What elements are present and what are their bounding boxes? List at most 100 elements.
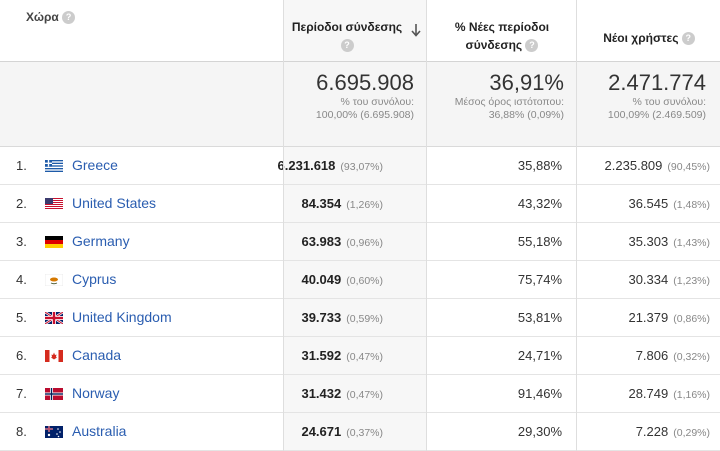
- summary-row: 6.695.908 % του συνόλου: 100,00% (6.695.…: [0, 62, 720, 147]
- sessions-percent: (0,47%): [346, 351, 383, 363]
- header-new-sessions-label-1: % Νέες περίοδοι: [454, 20, 550, 34]
- country-link[interactable]: Greece: [72, 157, 118, 173]
- sessions-percent: (1,26%): [346, 199, 383, 211]
- new-users-value: 7.228: [635, 424, 669, 439]
- flag-cyprus-icon: [45, 274, 63, 286]
- header-new-sessions-label-2: σύνδεσης: [465, 38, 523, 52]
- sessions-cell: 6.231.618 (93,07%): [278, 158, 383, 173]
- flag-united-kingdom-icon: [45, 312, 63, 324]
- new-users-percent: (0,29%): [673, 427, 710, 439]
- new-users-percent: (0,32%): [673, 351, 710, 363]
- table-row: 4. Cyprus 40.049 (0,60%) 75,74% 30.334 (1,…: [0, 261, 720, 299]
- summary-new-sessions-value: 36,91%: [489, 70, 564, 95]
- sessions-percent: (93,07%): [340, 161, 383, 173]
- flag-australia-icon: [45, 426, 63, 438]
- header-country[interactable]: Χώρα ?: [26, 10, 76, 25]
- sessions-value: 84.354: [301, 196, 342, 211]
- flag-germany-icon: [45, 236, 63, 248]
- new-users-percent: (1,16%): [673, 389, 710, 401]
- header-new-sessions[interactable]: % Νέες περίοδοι σύνδεσης ?: [429, 18, 575, 54]
- country-link[interactable]: Cyprus: [72, 271, 117, 287]
- help-icon[interactable]: ?: [681, 32, 695, 46]
- column-divider: [576, 0, 577, 451]
- summary-new-users-value: 2.471.774: [608, 70, 706, 95]
- table-header: Χώρα ? Περίοδοι σύνδεσης ? % Νέες περίοδ…: [0, 0, 720, 62]
- sessions-cell: 40.049 (0,60%): [301, 272, 383, 287]
- flag-greece-icon: [45, 160, 63, 172]
- row-index: 4.: [16, 272, 27, 287]
- sessions-percent: (0,37%): [346, 427, 383, 439]
- help-icon[interactable]: ?: [62, 11, 76, 25]
- help-icon[interactable]: ?: [340, 39, 354, 53]
- country-link[interactable]: United States: [72, 195, 157, 211]
- row-index: 8.: [16, 424, 27, 439]
- new-users-cell: 2.235.809 (90,45%): [605, 158, 710, 173]
- sessions-value: 24.671: [301, 424, 342, 439]
- row-index: 6.: [16, 348, 27, 363]
- new-users-percent: (90,45%): [667, 161, 710, 173]
- row-index: 3.: [16, 234, 27, 249]
- new-users-cell: 30.334 (1,23%): [628, 272, 710, 287]
- new-users-percent: (1,48%): [673, 199, 710, 211]
- country-link[interactable]: Australia: [72, 423, 127, 439]
- new-users-value: 2.235.809: [604, 158, 663, 173]
- sessions-percent: (0,60%): [346, 275, 383, 287]
- flag-canada-icon: [45, 350, 63, 362]
- table-row: 3. Germany 63.983 (0,96%) 55,18% 35.303 (1…: [0, 223, 720, 261]
- summary-sessions-value: 6.695.908: [316, 70, 414, 95]
- new-sessions-cell: 55,18%: [517, 234, 562, 249]
- new-users-value: 36.545: [628, 196, 669, 211]
- summary-new-users: 2.471.774 % του συνόλου: 100,09% (2.469.…: [608, 70, 706, 122]
- summary-new-sessions: 36,91% Μέσος όρος ιστότοπου: 36,88% (0,0…: [455, 70, 564, 122]
- header-new-users[interactable]: Νέοι χρήστες ?: [578, 29, 720, 47]
- row-index: 5.: [16, 310, 27, 325]
- sessions-percent: (0,47%): [346, 389, 383, 401]
- new-sessions-cell: 53,81%: [517, 310, 562, 325]
- new-users-cell: 28.749 (1,16%): [628, 386, 710, 401]
- new-sessions-cell: 24,71%: [517, 348, 562, 363]
- summary-new-users-line1: % του συνόλου:: [632, 96, 706, 108]
- country-link[interactable]: Canada: [72, 347, 122, 363]
- new-users-cell: 21.379 (0,86%): [628, 310, 710, 325]
- country-link[interactable]: Norway: [72, 385, 120, 401]
- new-users-value: 28.749: [628, 386, 669, 401]
- header-sessions[interactable]: Περίοδοι σύνδεσης ?: [287, 18, 407, 54]
- summary-sessions-line1: % του συνόλου:: [340, 96, 414, 108]
- new-sessions-cell: 29,30%: [517, 424, 562, 439]
- new-users-value: 7.806: [635, 348, 669, 363]
- new-users-cell: 7.228 (0,29%): [636, 424, 710, 439]
- summary-new-users-line2: 100,09% (2.469.509): [607, 109, 706, 121]
- country-link[interactable]: Germany: [72, 233, 130, 249]
- new-users-value: 30.334: [628, 272, 669, 287]
- flag-norway-icon: [45, 388, 63, 400]
- sessions-value: 31.432: [301, 386, 342, 401]
- sessions-value: 6.231.618: [277, 158, 336, 173]
- table-row: 2. United States 84.354 (1,26%) 43,32% 36…: [0, 185, 720, 223]
- sessions-cell: 39.733 (0,59%): [301, 310, 383, 325]
- table-row: 6. Canada 31.592 (0,47%) 24,71% 7.806 (0,3…: [0, 337, 720, 375]
- sort-descending-icon[interactable]: [410, 22, 422, 38]
- country-link[interactable]: United Kingdom: [72, 309, 172, 325]
- table-row: 7. Norway 31.432 (0,47%) 91,46% 28.749 (1,…: [0, 375, 720, 413]
- new-users-percent: (0,86%): [673, 313, 710, 325]
- new-users-value: 35.303: [628, 234, 669, 249]
- summary-sessions: 6.695.908 % του συνόλου: 100,00% (6.695.…: [316, 70, 414, 122]
- row-index: 2.: [16, 196, 27, 211]
- new-sessions-cell: 43,32%: [517, 196, 562, 211]
- flag-united-states-icon: [45, 198, 63, 210]
- column-divider: [426, 0, 427, 451]
- row-index: 1.: [16, 158, 27, 173]
- new-users-value: 21.379: [628, 310, 669, 325]
- help-icon[interactable]: ?: [525, 39, 539, 53]
- sessions-percent: (0,59%): [346, 313, 383, 325]
- summary-new-sessions-line2: 36,88% (0,09%): [488, 109, 564, 121]
- row-index: 7.: [16, 386, 27, 401]
- sessions-value: 31.592: [301, 348, 342, 363]
- table-row: 1. Greece 6.231.618 (93,07%) 35,88% 2.235…: [0, 147, 720, 185]
- summary-new-sessions-line1: Μέσος όρος ιστότοπου:: [454, 96, 564, 108]
- new-users-cell: 7.806 (0,32%): [636, 348, 710, 363]
- sessions-cell: 84.354 (1,26%): [301, 196, 383, 211]
- sessions-value: 40.049: [301, 272, 342, 287]
- table-row: 5. United Kingdom 39.733 (0,59%) 53,81% 2…: [0, 299, 720, 337]
- sessions-percent: (0,96%): [346, 237, 383, 249]
